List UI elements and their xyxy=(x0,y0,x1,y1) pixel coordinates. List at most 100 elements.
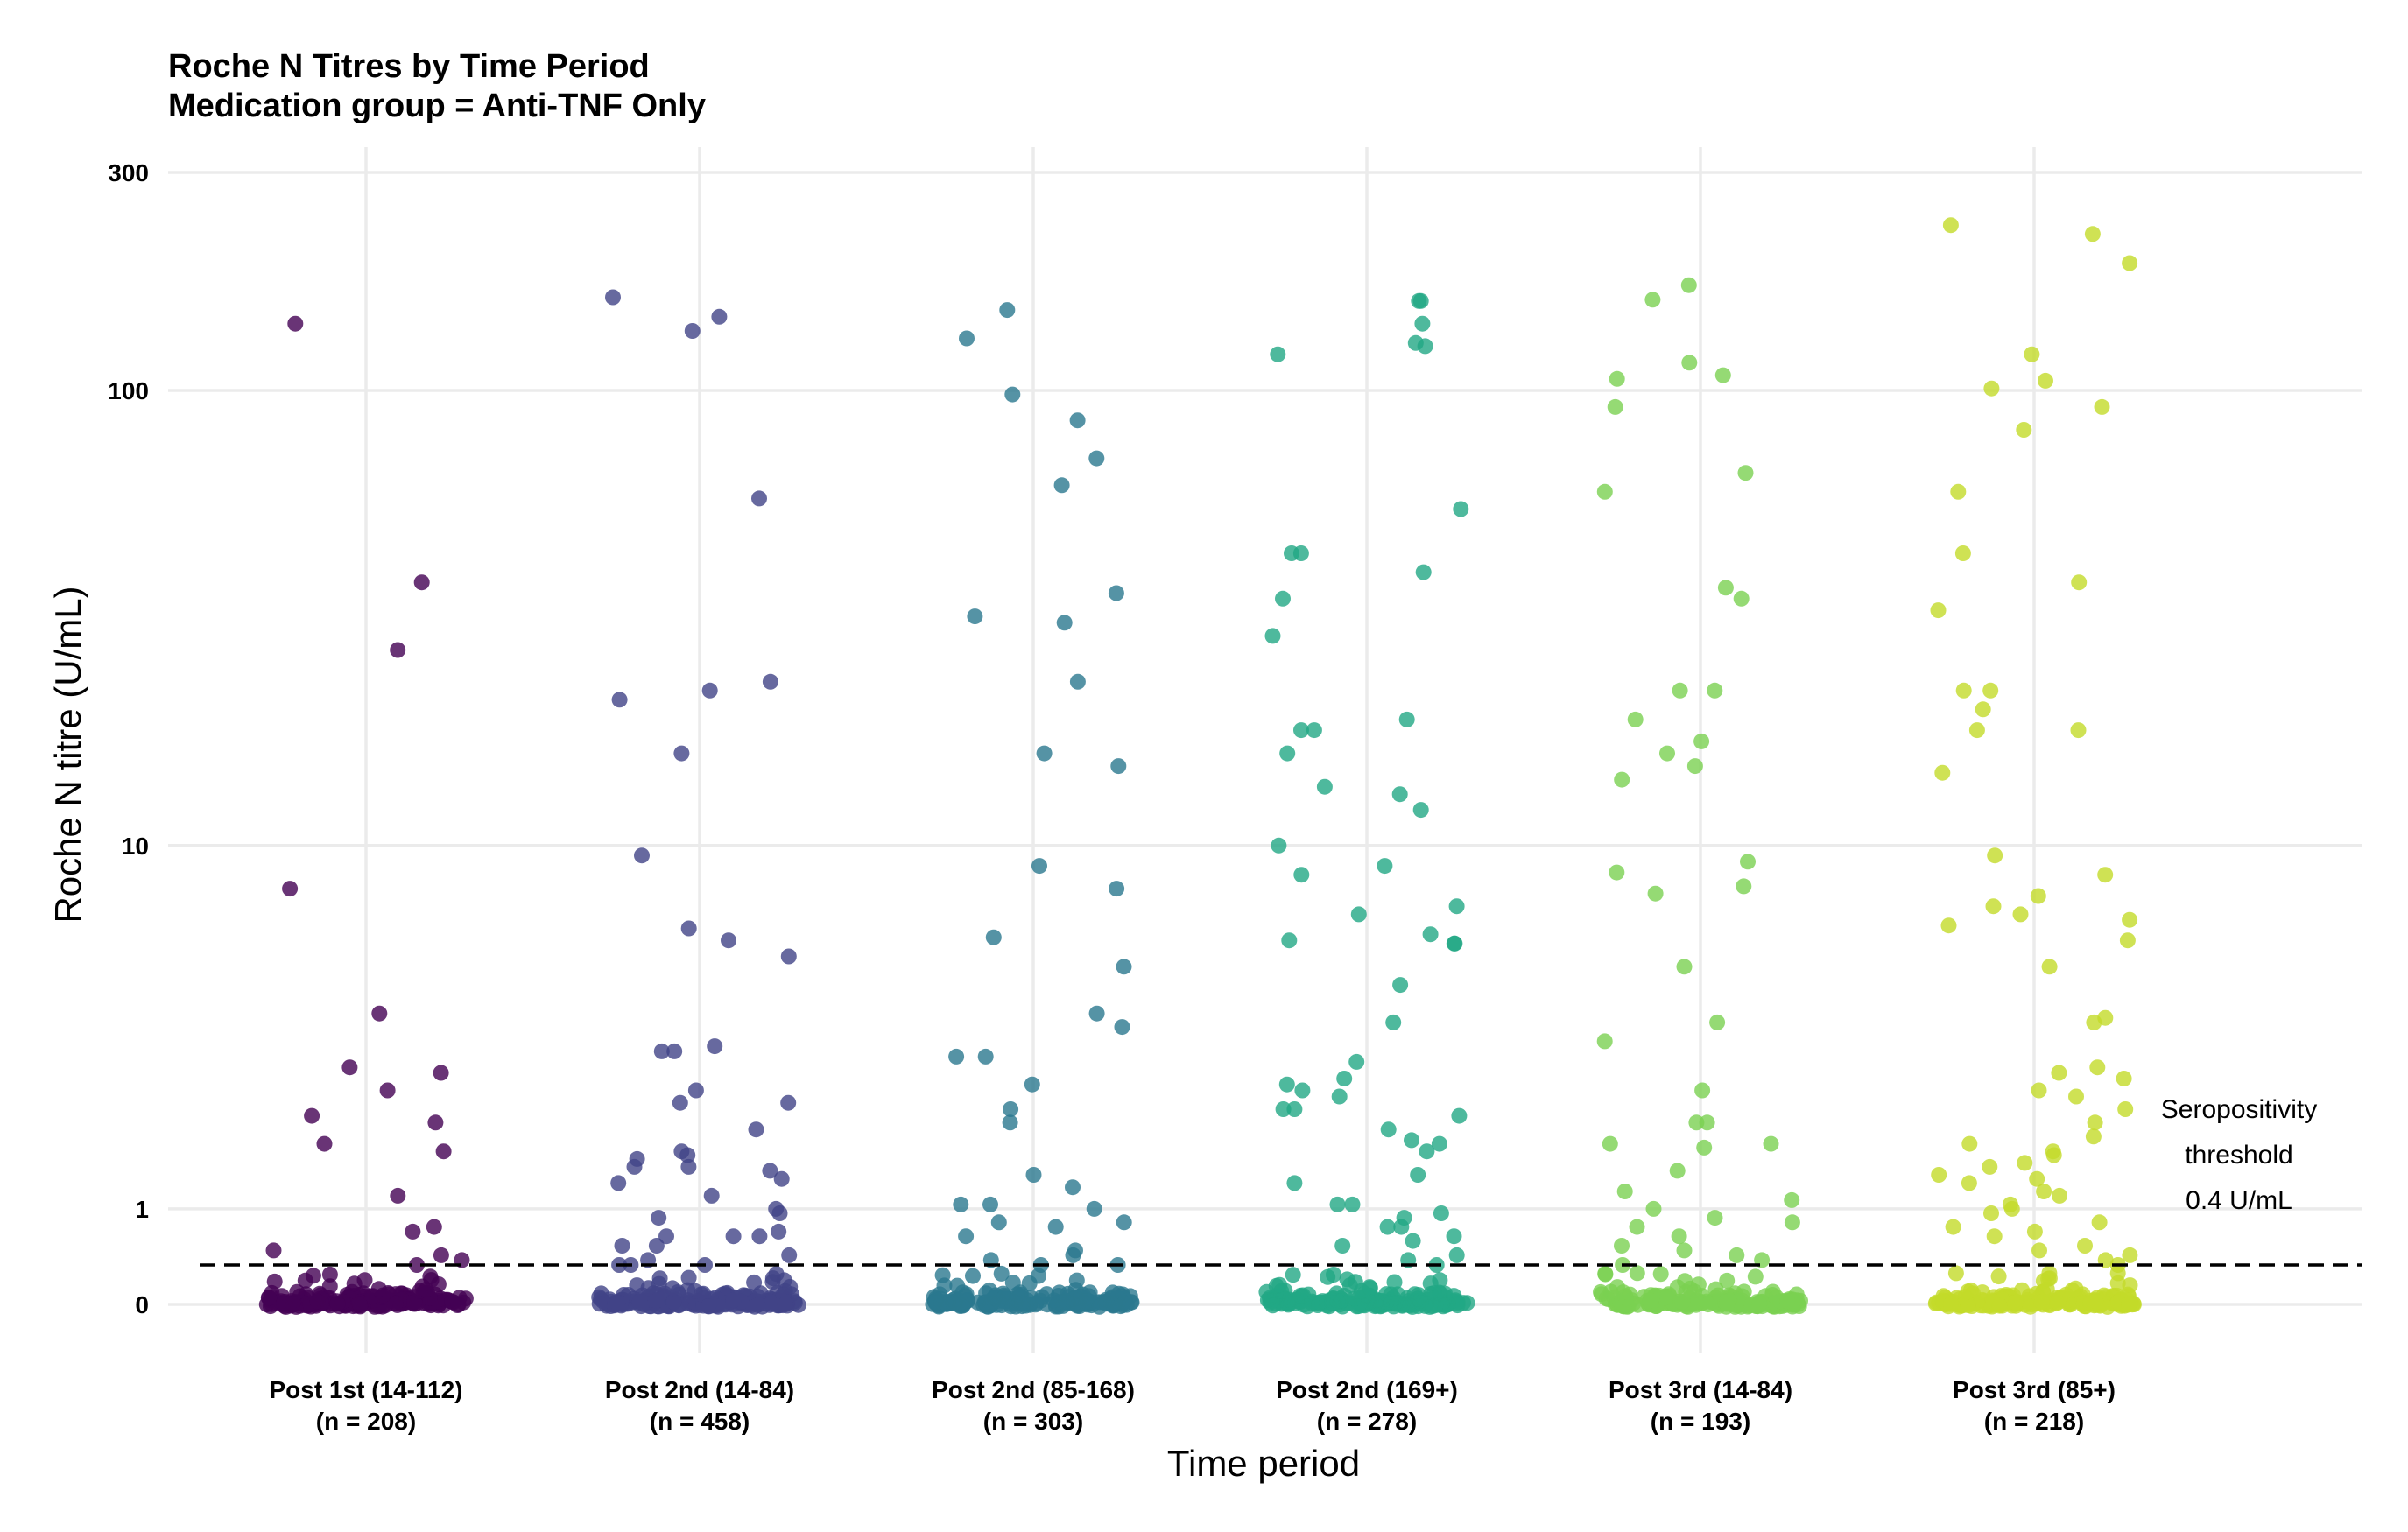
data-point xyxy=(680,920,697,937)
data-point xyxy=(2064,1283,2081,1298)
data-point xyxy=(2024,346,2040,362)
data-point xyxy=(2122,1277,2138,1294)
data-point xyxy=(2030,888,2046,904)
data-point xyxy=(1422,926,1439,943)
data-point xyxy=(1036,745,1053,762)
data-point xyxy=(282,881,299,897)
data-point xyxy=(261,1290,278,1306)
data-point xyxy=(304,1107,320,1124)
data-point xyxy=(1279,745,1296,762)
data-point xyxy=(1446,1228,1462,1245)
data-point xyxy=(435,1143,452,1160)
data-point xyxy=(2087,1114,2103,1131)
data-point xyxy=(1740,854,1756,870)
data-point xyxy=(321,1278,338,1295)
data-point xyxy=(1110,758,1127,775)
data-point xyxy=(2052,1187,2067,1204)
data-point xyxy=(751,490,767,507)
data-point xyxy=(1410,1290,1426,1307)
data-point xyxy=(1736,878,1752,895)
data-point xyxy=(1597,1266,1614,1283)
data-point xyxy=(673,745,690,762)
data-point xyxy=(1350,906,1367,923)
data-point xyxy=(1294,1082,1311,1099)
data-point xyxy=(1293,867,1310,883)
data-point xyxy=(2070,722,2087,739)
data-point xyxy=(781,1247,798,1263)
data-point xyxy=(1003,1101,1019,1117)
data-point xyxy=(371,1005,388,1022)
data-point xyxy=(1945,1219,1961,1235)
threshold-label-line-3: 0.4 U/mL xyxy=(2186,1186,2292,1215)
data-point xyxy=(1286,1101,1303,1117)
data-point xyxy=(1411,292,1427,309)
data-point xyxy=(1076,1295,1093,1311)
data-point xyxy=(762,1163,778,1179)
data-point xyxy=(1627,711,1644,727)
data-point xyxy=(1353,1283,1369,1299)
data-point xyxy=(1714,367,1731,383)
data-point xyxy=(1108,585,1124,601)
data-point xyxy=(1392,977,1409,994)
data-point xyxy=(721,932,736,949)
data-point xyxy=(750,1297,766,1313)
data-point xyxy=(1118,1297,1135,1313)
data-point xyxy=(1647,885,1664,902)
point-series xyxy=(925,302,1140,1315)
data-point xyxy=(2038,372,2053,389)
data-point xyxy=(1336,1071,1353,1086)
data-point xyxy=(1669,1163,1686,1179)
data-point xyxy=(701,1298,717,1315)
data-point xyxy=(1609,370,1625,387)
data-point xyxy=(1955,682,1972,699)
data-point xyxy=(2051,1065,2067,1081)
data-point xyxy=(610,1175,627,1191)
data-point xyxy=(2086,1014,2102,1030)
data-point xyxy=(2091,1214,2108,1231)
data-point xyxy=(949,1277,966,1294)
data-point xyxy=(1652,1266,1669,1283)
data-point xyxy=(1448,898,1465,915)
data-point xyxy=(309,1293,326,1310)
y-tick-label: 100 xyxy=(108,377,149,404)
data-point xyxy=(2088,1293,2104,1310)
data-point xyxy=(390,642,406,658)
data-point xyxy=(934,1267,951,1283)
data-point xyxy=(1004,1275,1021,1291)
data-point xyxy=(1391,786,1408,803)
data-point xyxy=(1316,778,1333,795)
data-point xyxy=(1629,1219,1645,1235)
data-point xyxy=(648,1238,665,1254)
data-point xyxy=(1751,1295,1768,1311)
data-point xyxy=(1677,1273,1693,1290)
data-point xyxy=(1047,1219,1064,1235)
data-point xyxy=(1690,1276,1707,1293)
data-point xyxy=(1412,802,1429,819)
data-point xyxy=(665,1294,682,1311)
data-point xyxy=(651,1270,668,1287)
data-point xyxy=(746,1274,763,1290)
x-tick-label: Post 2nd (85-168) xyxy=(932,1376,1135,1403)
data-point xyxy=(1104,1284,1121,1301)
data-point xyxy=(1031,858,1047,875)
data-point xyxy=(1707,1281,1724,1297)
data-point xyxy=(1700,1297,1716,1313)
data-point xyxy=(2035,1273,2052,1290)
data-point xyxy=(1431,1135,1447,1152)
x-axis-title: Time period xyxy=(1167,1443,1360,1484)
data-point xyxy=(651,1210,667,1226)
data-point xyxy=(1686,758,1703,775)
data-point xyxy=(1987,847,2003,864)
data-point xyxy=(2077,1238,2093,1254)
y-tick-label: 1 xyxy=(135,1196,149,1223)
data-point xyxy=(2068,1088,2084,1105)
data-point xyxy=(1733,590,1750,607)
data-point xyxy=(287,315,304,332)
data-point xyxy=(1334,1238,1351,1254)
data-point xyxy=(1931,1167,1947,1183)
data-point xyxy=(2016,422,2032,438)
data-point xyxy=(2031,1082,2047,1099)
threshold-label-line-2: threshold xyxy=(2185,1141,2292,1170)
data-point xyxy=(1747,1268,1764,1285)
data-point xyxy=(701,682,718,699)
